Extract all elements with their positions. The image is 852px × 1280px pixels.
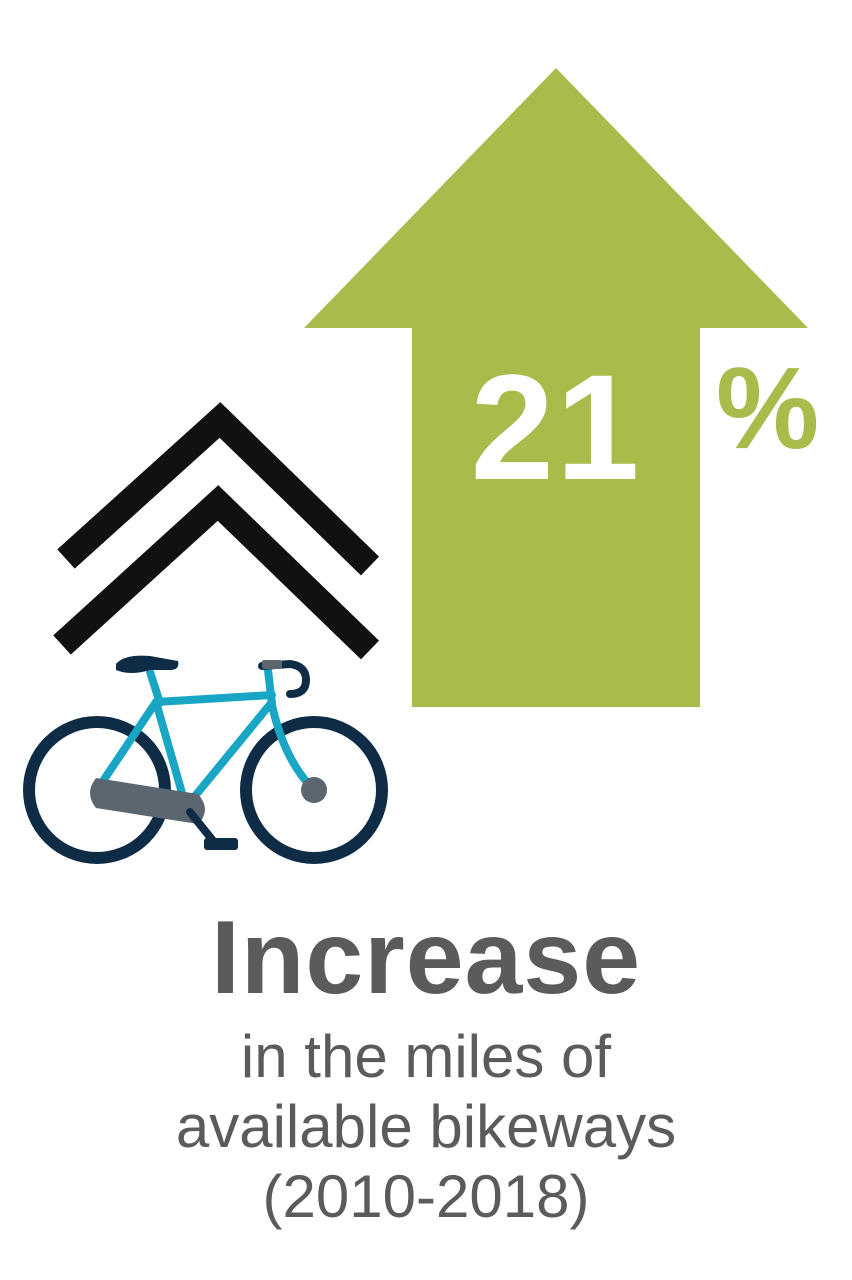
graphics-layer (23, 68, 808, 864)
bicycle-icon (23, 655, 388, 864)
saddle (116, 655, 179, 673)
stat-unit: % (716, 343, 820, 473)
chain-guard (90, 778, 205, 824)
stat-value: 21 (470, 343, 642, 511)
handlebar (258, 659, 311, 698)
crank-arm (186, 808, 218, 846)
front-wheel (240, 716, 388, 864)
headline: Increase (210, 900, 642, 1016)
up-arrow-icon (304, 68, 808, 707)
double-chevron-up-icon (53, 402, 380, 660)
pedal (204, 838, 238, 850)
caption-line-2: available bikeways (175, 1093, 677, 1160)
caption-line-3: (2010-2018) (262, 1163, 590, 1230)
caption-line-1: in the miles of (240, 1023, 612, 1090)
front-hub (301, 777, 327, 803)
handlebar-stem (262, 660, 282, 669)
